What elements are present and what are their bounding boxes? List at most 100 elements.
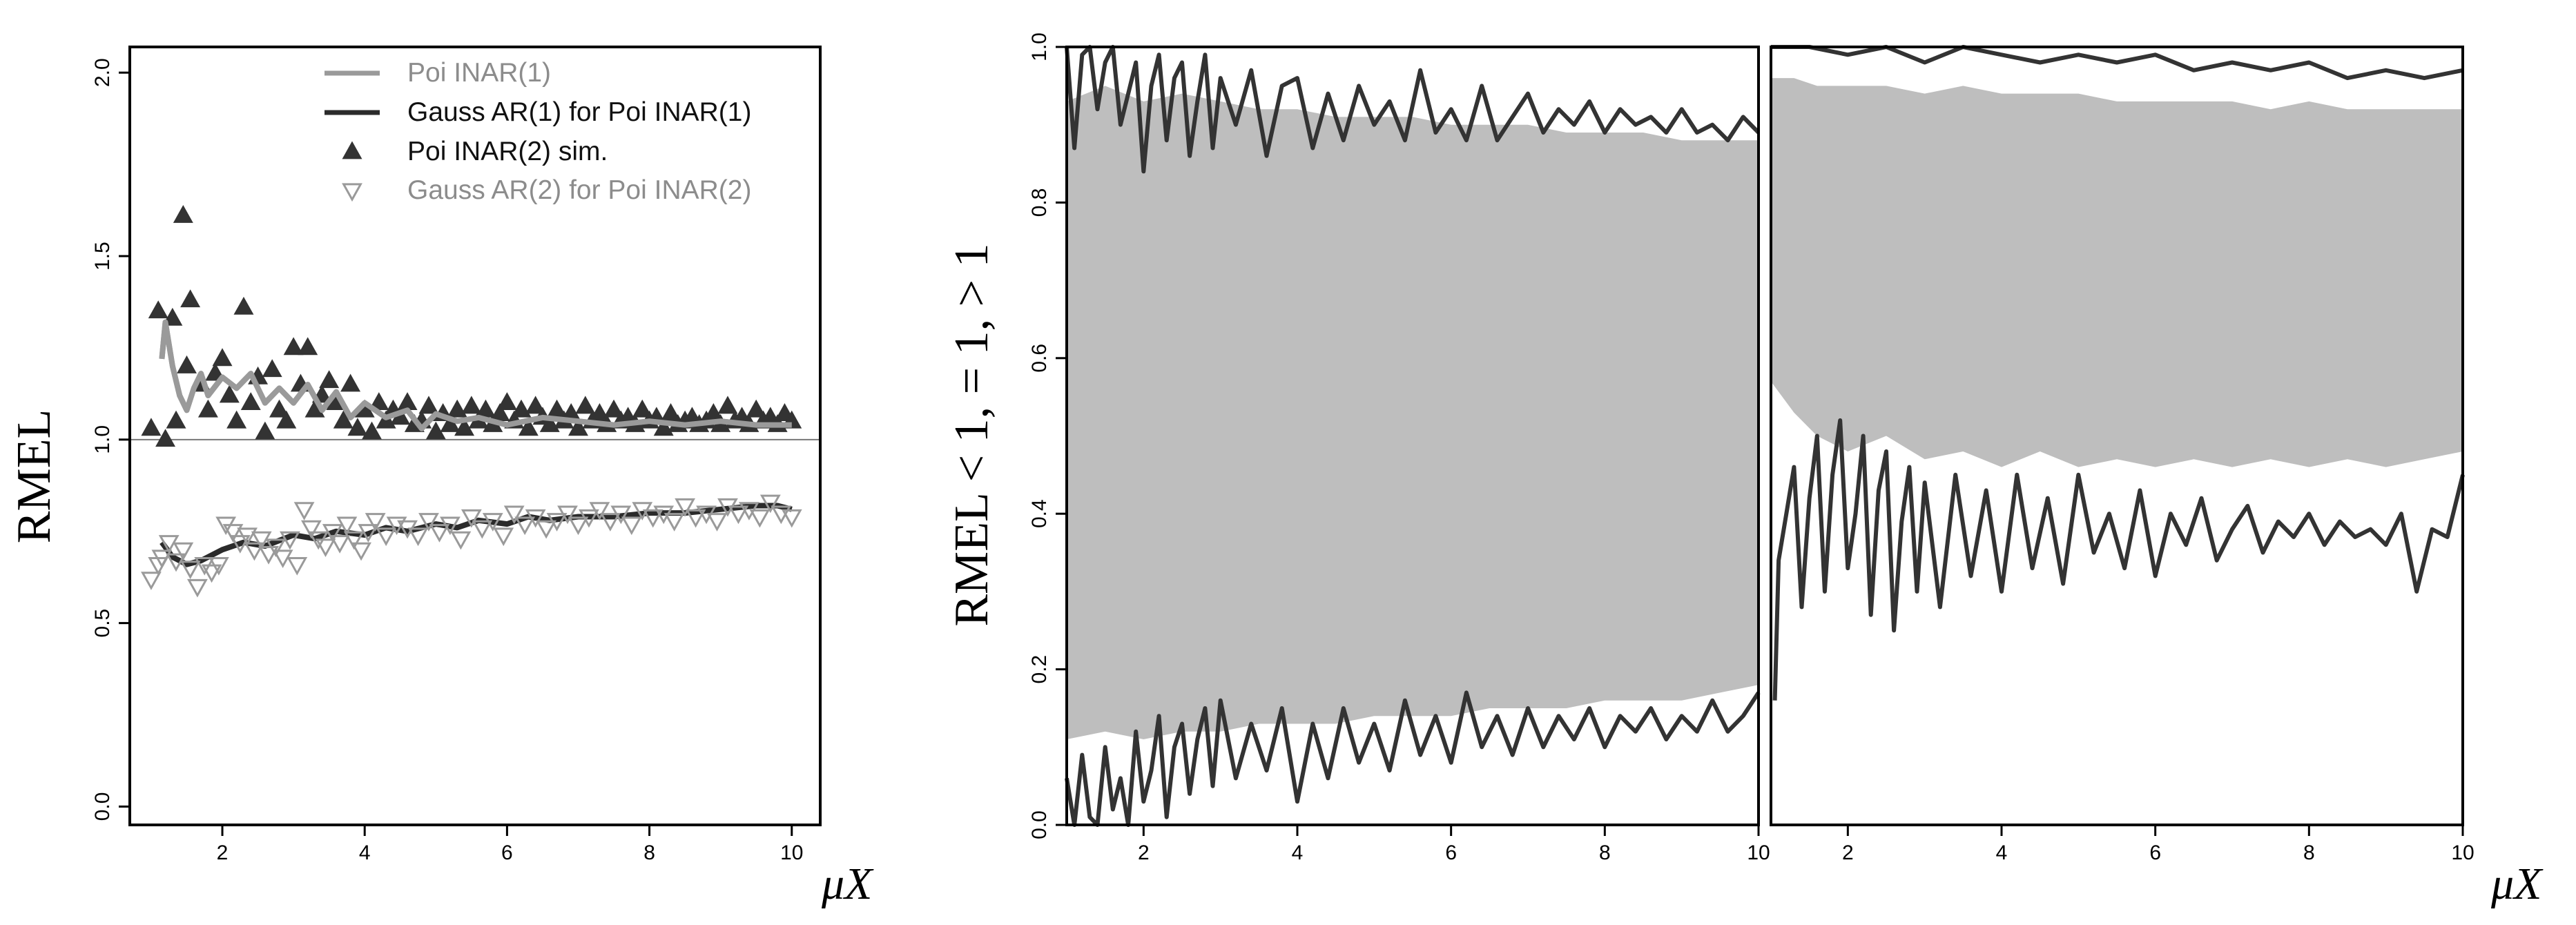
- series-3-point: [675, 498, 696, 517]
- right-a-xtick-label: 6: [1445, 841, 1457, 864]
- series-2-point: [219, 384, 240, 403]
- right-a-xtick-label: 10: [1747, 841, 1770, 864]
- series-2-point: [661, 403, 681, 421]
- series-3-point: [343, 531, 365, 550]
- series-2-point: [425, 421, 446, 440]
- right-a-series-2-line: [1065, 690, 1761, 827]
- series-3-point: [706, 513, 728, 532]
- right-a-frame: [1065, 46, 1760, 826]
- series-3-point: [365, 513, 386, 532]
- series-3-point: [272, 549, 293, 569]
- series-2-point: [447, 399, 467, 418]
- series-3-point: [141, 572, 162, 590]
- series-3-point: [336, 516, 358, 536]
- series-2-point: [440, 413, 461, 432]
- series-2-point: [397, 392, 418, 411]
- series-2-point: [454, 418, 475, 436]
- right-a-xtick-label: 2: [1138, 841, 1150, 864]
- series-3-point: [664, 513, 685, 532]
- series-2-point: [475, 399, 496, 418]
- series-3-point: [265, 538, 287, 558]
- series-3-point: [472, 520, 493, 539]
- legend-label-2: Poi INAR(2) sim.: [407, 137, 608, 166]
- series-2-point: [511, 399, 532, 418]
- legend-label-1: Gauss AR(1) for Poi INAR(1): [407, 97, 751, 127]
- left-ytick-label: 1.0: [91, 425, 114, 454]
- left-xtick-label: 4: [359, 841, 371, 864]
- series-0-line-top: [159, 319, 792, 431]
- series-2-point: [240, 392, 261, 411]
- series-2-point: [369, 392, 389, 411]
- series-3-point: [407, 527, 429, 547]
- series-2-point: [269, 399, 289, 418]
- series-3-point: [358, 524, 379, 543]
- series-2-point: [490, 403, 510, 421]
- panel-right-a-proportions: 2 4 6 8 10 0.0 0.2 0.4 0.6 0.8 1.0: [1028, 32, 1770, 864]
- series-2-point: [518, 418, 539, 436]
- series-3-point: [329, 535, 351, 554]
- right-a-ytick-label: 0.6: [1028, 344, 1051, 373]
- legend-key-3: [342, 183, 362, 202]
- series-3-point: [514, 516, 536, 536]
- series-2-point: [653, 418, 674, 436]
- series-3-point: [482, 513, 503, 532]
- legend-label-0: Poi INAR(1): [407, 58, 551, 88]
- series-3-point: [280, 531, 300, 550]
- left-ytick-label: 2.0: [91, 58, 114, 87]
- series-3-point: [525, 509, 546, 528]
- series-2-point: [166, 410, 186, 429]
- series-3-point: [300, 520, 322, 539]
- series-2-point: [276, 410, 297, 429]
- series-2-point: [255, 421, 275, 440]
- series-2-point: [568, 418, 588, 436]
- series-3-point: [180, 561, 201, 579]
- series-2-point: [148, 300, 168, 319]
- series-3-point: [173, 542, 194, 561]
- right-b-xtick-label: 4: [1996, 841, 2008, 864]
- series-3-point: [749, 509, 771, 528]
- right-b-xtick-label: 6: [2149, 841, 2161, 864]
- series-3-point: [251, 531, 272, 550]
- legend-key-2: [342, 141, 362, 159]
- left-ylabel: RMEL: [8, 409, 61, 543]
- series-2-point: [176, 355, 197, 373]
- right-b-band: [1771, 78, 2463, 467]
- legend: Poi INAR(1) Gauss AR(1) for Poi INAR(1) Po…: [325, 58, 751, 205]
- right-a-xtick-label: 8: [1599, 841, 1611, 864]
- right-b-xtick-label: 10: [2451, 841, 2474, 864]
- series-3-point: [461, 509, 482, 528]
- series-2-point: [539, 413, 560, 432]
- series-2-point: [233, 296, 254, 315]
- right-b-xtick-label: 2: [1842, 841, 1854, 864]
- right-b-xtick-label: 8: [2303, 841, 2315, 864]
- series-2-point: [525, 396, 546, 414]
- right-b-series-1-line: [1771, 45, 2463, 81]
- series-3-point: [621, 516, 642, 536]
- right-xlabel: μX: [2490, 859, 2544, 909]
- series-3-point: [287, 556, 308, 576]
- series-2-point: [262, 359, 282, 378]
- series-3-point: [293, 502, 315, 520]
- panel-left-rmel: 2 4 6 8 10 0.0 0.5 1.0 1.5 2.0 Poi INAR(1) Gauss AR…: [91, 46, 822, 864]
- series-3-point: [237, 527, 258, 547]
- series-2-point: [205, 362, 226, 381]
- right-a-ytick-label: 0.4: [1028, 499, 1051, 528]
- series-2-point: [226, 410, 247, 429]
- left-xtick-label: 2: [217, 841, 229, 864]
- right-ylabel: RMEL < 1, = 1, > 1: [945, 243, 998, 626]
- series-3-point: [351, 542, 371, 561]
- series-3-point: [493, 527, 514, 547]
- series-3-point: [546, 513, 568, 532]
- series-3-point: [599, 513, 621, 532]
- series-3-point: [201, 564, 222, 583]
- left-xtick-label: 10: [780, 841, 803, 864]
- series-2-point: [603, 399, 624, 418]
- right-a-ytick-label: 0.8: [1028, 188, 1051, 217]
- series-2-point: [746, 399, 766, 418]
- series-3-point: [315, 538, 336, 558]
- series-2-point: [162, 307, 183, 326]
- series-3-point: [222, 524, 244, 543]
- series-3-point: [536, 520, 556, 539]
- legend-label-3: Gauss AR(2) for Poi INAR(2): [407, 175, 751, 205]
